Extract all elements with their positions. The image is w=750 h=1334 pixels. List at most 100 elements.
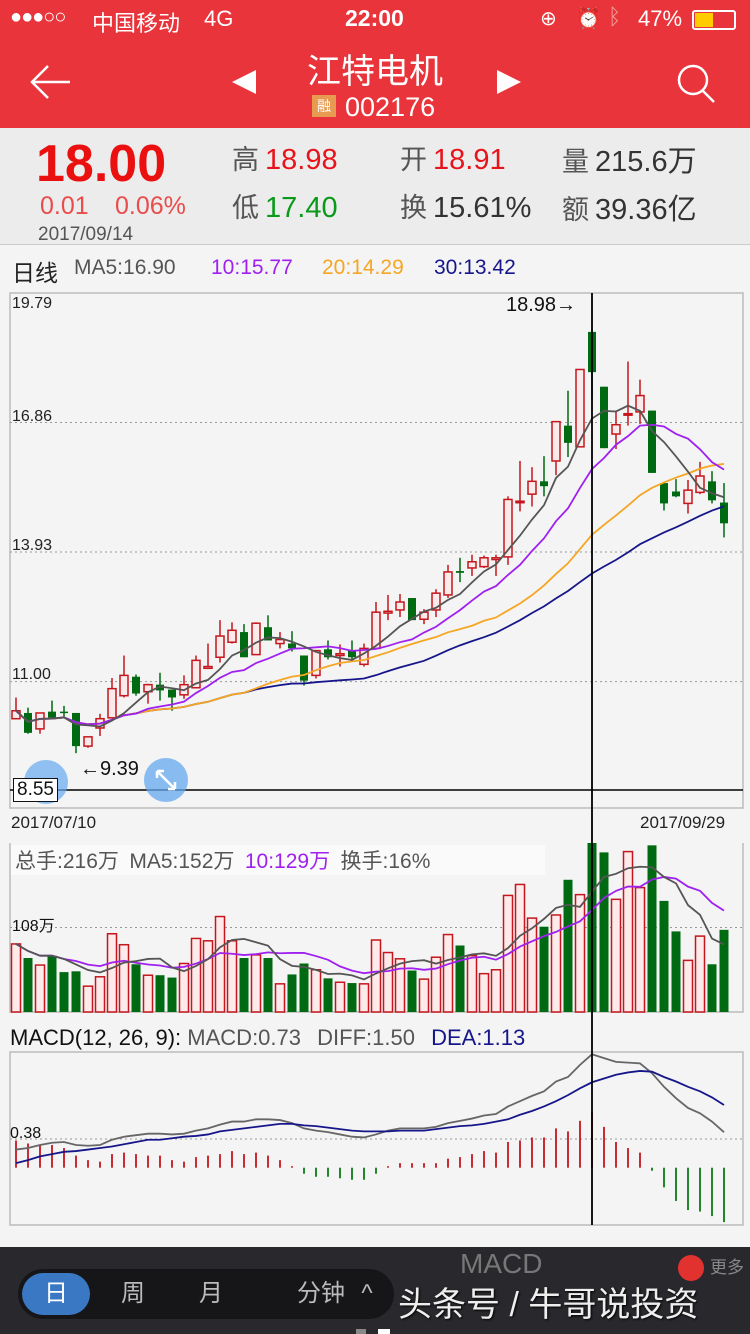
volume-bar (167, 977, 177, 1012)
indicator-overlay: MACD (460, 1248, 543, 1279)
candle-body (515, 500, 525, 504)
turnover: 换手:16% (340, 850, 431, 873)
header: ●●●○○ 中国移动 4G 22:00 ⊕ ⏰ ᛒ 47% 江特电机 融 002… (0, 0, 750, 128)
tab-minute[interactable]: 分钟 (297, 1280, 345, 1307)
volume-bar (274, 983, 286, 1013)
clock: 22:00 (345, 5, 404, 31)
quote-field: 高 18.98 (232, 138, 338, 177)
volume-bar (94, 976, 106, 1013)
search-icon (677, 64, 715, 103)
volume-bar (539, 926, 549, 1012)
quote-field: 量 215.6万 (562, 138, 697, 180)
stock-name: 江特电机 (307, 53, 443, 91)
volume-bar (250, 954, 262, 1013)
candle-body (48, 711, 56, 718)
volume-label: 108万 (12, 918, 55, 935)
macd-title: MACD(12, 26, 9): (10, 1025, 182, 1050)
candle-body (456, 571, 464, 573)
tab-month[interactable]: 月 (199, 1280, 223, 1307)
price-change-percent: 0.06% (115, 192, 186, 220)
candle-body (24, 712, 32, 733)
candle-body (564, 425, 572, 443)
volume-bar (514, 883, 526, 1013)
candle-body (251, 622, 261, 656)
tab-day[interactable]: 日 (22, 1273, 90, 1315)
volume-bar (323, 978, 333, 1012)
next-stock-button[interactable] (497, 70, 521, 94)
volume-bar (190, 937, 202, 1013)
candle-body (311, 649, 321, 677)
tab-week[interactable]: 周 (121, 1280, 145, 1307)
volume-ma10-line (15, 876, 725, 975)
candle-body (119, 674, 129, 697)
period-tabs: 日 周 月 分钟 ^ (18, 1269, 394, 1319)
crosshair-price: 8.55 (13, 778, 58, 802)
volume-bar (47, 955, 57, 1012)
search-button[interactable] (674, 62, 720, 104)
volume-bar (490, 969, 502, 1013)
candle-body (431, 592, 441, 611)
volume-bar (599, 852, 609, 1012)
candle-body (395, 601, 405, 611)
volume-bar (155, 975, 165, 1012)
candle-body (408, 598, 416, 621)
volume-bar (466, 954, 478, 1013)
candle-body (611, 423, 621, 435)
ma5-line (15, 404, 725, 728)
volume-bar (202, 940, 214, 1013)
back-button[interactable] (28, 62, 74, 102)
volume-bar (347, 983, 357, 1012)
volume-bar (34, 964, 46, 1013)
candle-body (324, 649, 332, 658)
candle-body (467, 561, 477, 569)
volume-bar (59, 972, 69, 1012)
quote-date: 2017/09/14 (38, 224, 134, 245)
candle-body (107, 687, 117, 719)
bluetooth-icon: ᛒ (608, 4, 622, 29)
volume-bar (550, 914, 562, 1013)
candle-body (156, 684, 164, 691)
price-label: 16.86 (12, 408, 53, 425)
volume-bar (563, 879, 573, 1012)
range-handle-right[interactable] (144, 758, 188, 802)
candle-body (708, 481, 716, 501)
candle-body (383, 610, 393, 614)
volume-bar (71, 971, 81, 1012)
macd-label: 0.38 (10, 1125, 42, 1142)
macd-value: MACD:0.73 (187, 1025, 302, 1050)
margin-badge: 融 (312, 95, 336, 117)
field-value: 39.36亿 (595, 194, 697, 226)
field-value: 18.91 (433, 144, 506, 176)
volume-bar (178, 962, 190, 1013)
volume-bar (574, 893, 586, 1013)
candle-body (575, 368, 585, 448)
candle-body (443, 571, 453, 596)
volume-bar (622, 850, 634, 1013)
prev-stock-button[interactable] (232, 70, 256, 94)
candle-body (672, 491, 680, 497)
volume-bar (131, 964, 141, 1012)
rotation-lock-icon: ⊕ (540, 8, 557, 30)
arrow-left-icon (30, 65, 70, 99)
field-value: 18.98 (265, 144, 338, 176)
stock-code: 002176 (345, 92, 436, 122)
volume-bar (647, 845, 657, 1012)
candle-body (264, 627, 272, 641)
volume-bar (334, 981, 346, 1013)
candle-body (300, 655, 308, 681)
volume-bar (407, 970, 417, 1012)
candle-body (720, 502, 728, 524)
resize-arrows-icon (155, 769, 177, 791)
candle-body (132, 676, 140, 694)
candle-body (503, 498, 513, 558)
dea-value: DEA:1.13 (431, 1025, 526, 1050)
volume-bar (659, 900, 669, 1012)
chevron-up-icon[interactable]: ^ (361, 1280, 373, 1307)
candle-body (479, 557, 489, 568)
more-button[interactable]: 更多 (710, 1258, 744, 1277)
candle-body (35, 712, 45, 730)
candle-body (527, 480, 537, 495)
volume-bar (106, 933, 118, 1013)
diff-line (15, 1053, 725, 1151)
